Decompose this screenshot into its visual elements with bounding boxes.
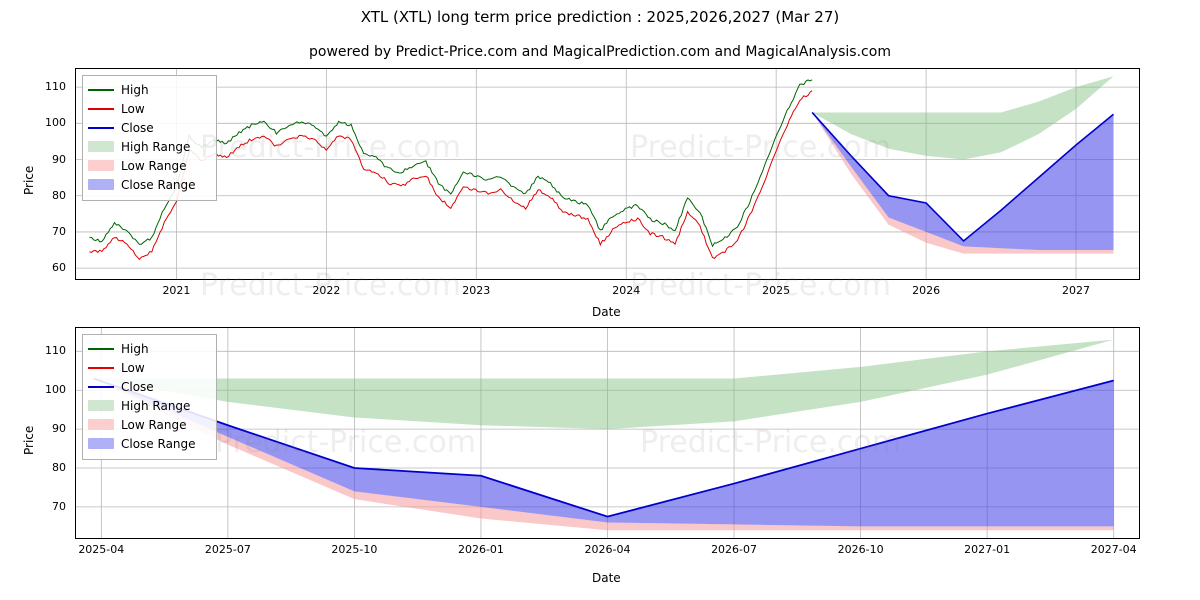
y-tick: 80 (52, 461, 66, 474)
legend-label: Low (121, 360, 145, 375)
legend-swatch-icon (88, 400, 114, 411)
legend-item-high: High (88, 339, 209, 358)
x-tick: 2026 (912, 284, 941, 297)
legend-swatch-icon (88, 343, 114, 354)
x-tick: 2025-04 (78, 543, 125, 556)
y-tick: 110 (45, 344, 66, 358)
x-tick: 2026-10 (837, 543, 884, 556)
legend-item-high: High (88, 80, 209, 99)
page-title: XTL (XTL) long term price prediction : 2… (360, 8, 840, 26)
legend-item-close: Close (88, 118, 209, 137)
legend-swatch-icon (88, 419, 114, 430)
top-x-axis-label: Date (592, 305, 621, 319)
x-tick: 2026-04 (584, 543, 631, 556)
legend-item-close-range: Close Range (88, 434, 209, 453)
legend-label: High Range (121, 139, 191, 154)
x-tick: 2027-04 (1090, 543, 1137, 556)
legend-label: Low Range (121, 417, 187, 432)
legend-swatch-icon (88, 141, 114, 152)
top-legend: High Low Close High Range Low Range Close Ran… (82, 75, 217, 201)
y-tick: 90 (52, 152, 66, 166)
legend-item-close-range: Close Range (88, 175, 209, 194)
x-tick: 2025-10 (331, 543, 378, 556)
legend-swatch-icon (88, 103, 114, 114)
top-chart-panel (75, 68, 1140, 280)
y-tick: 90 (52, 422, 66, 436)
legend-item-close: Close (88, 377, 209, 396)
legend-item-high-range: High Range (88, 137, 209, 156)
legend-swatch-icon (88, 362, 114, 373)
bottom-chart-canvas (76, 328, 1139, 538)
x-tick: 2026-07 (711, 543, 758, 556)
legend-swatch-icon (88, 160, 114, 171)
y-tick: 60 (52, 261, 66, 275)
x-tick: 2024 (612, 284, 641, 297)
x-tick: 2025-07 (204, 543, 251, 556)
legend-item-low-range: Low Range (88, 415, 209, 434)
legend-label: Close Range (121, 436, 196, 451)
legend-label: Close (121, 379, 154, 394)
x-tick: 2021 (162, 284, 191, 297)
legend-label: High (121, 341, 149, 356)
legend-label: Close (121, 120, 154, 135)
y-tick: 100 (45, 383, 66, 397)
x-tick: 2027-01 (964, 543, 1011, 556)
legend-label: Low (121, 101, 145, 116)
x-tick: 2027 (1062, 284, 1091, 297)
legend-item-low: Low (88, 358, 209, 377)
y-tick: 100 (45, 116, 66, 130)
x-tick: 2023 (462, 284, 491, 297)
x-tick: 2026-01 (457, 543, 504, 556)
x-tick: 2022 (312, 284, 341, 297)
legend-swatch-icon (88, 84, 114, 95)
x-tick: 2025 (762, 284, 791, 297)
y-tick: 70 (52, 499, 66, 513)
bottom-legend: High Low Close High Range Low Range Close Ran… (82, 334, 217, 460)
page-subtitle: powered by Predict-Price.com and Magical… (309, 44, 891, 60)
legend-label: Low Range (121, 158, 187, 173)
y-tick: 70 (52, 224, 66, 238)
bottom-x-axis-label: Date (592, 571, 621, 585)
legend-label: High Range (121, 398, 191, 413)
legend-label: Close Range (121, 177, 196, 192)
bottom-chart-panel (75, 327, 1140, 539)
legend-swatch-icon (88, 438, 114, 449)
legend-swatch-icon (88, 381, 114, 392)
legend-swatch-icon (88, 179, 114, 190)
legend-item-high-range: High Range (88, 396, 209, 415)
legend-swatch-icon (88, 122, 114, 133)
legend-item-low: Low (88, 99, 209, 118)
legend-label: High (121, 82, 149, 97)
legend-item-low-range: Low Range (88, 156, 209, 175)
top-chart-canvas (76, 69, 1139, 279)
y-tick: 110 (45, 80, 66, 94)
y-tick: 80 (52, 188, 66, 202)
